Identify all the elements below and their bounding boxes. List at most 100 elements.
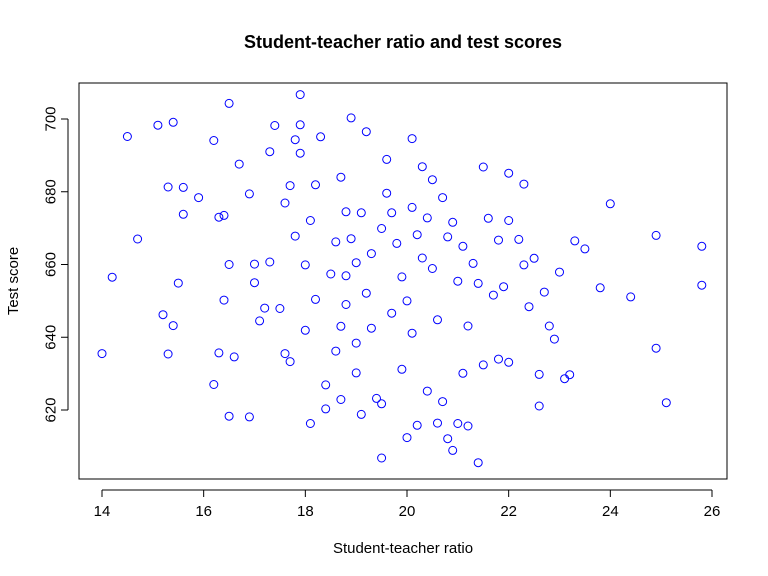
data-point xyxy=(153,120,163,130)
data-point xyxy=(229,352,239,362)
data-point xyxy=(168,321,178,331)
data-point xyxy=(290,231,300,241)
data-point xyxy=(295,148,305,158)
x-tick-label: 20 xyxy=(399,503,416,520)
data-point xyxy=(504,216,514,225)
data-point xyxy=(97,349,107,359)
data-point xyxy=(534,401,544,411)
data-point xyxy=(544,321,554,331)
data-point xyxy=(224,411,234,421)
data-point xyxy=(219,210,229,220)
data-point xyxy=(341,271,351,281)
data-point xyxy=(107,272,117,282)
data-point xyxy=(275,304,285,313)
data-point xyxy=(351,368,361,378)
data-point xyxy=(214,348,224,358)
data-point xyxy=(336,172,346,182)
data-point xyxy=(285,357,295,367)
chart-title: Student-teacher ratio and test scores xyxy=(244,32,562,52)
data-point xyxy=(427,264,437,273)
data-point xyxy=(438,193,448,203)
data-point xyxy=(321,404,331,414)
data-point xyxy=(478,162,488,172)
data-point xyxy=(300,325,310,335)
data-point xyxy=(311,294,320,304)
plot-area xyxy=(78,82,728,480)
data-point xyxy=(311,180,320,190)
data-point xyxy=(519,260,529,270)
data-point xyxy=(458,241,468,251)
y-tick-label: 680 xyxy=(43,179,60,204)
data-point xyxy=(361,127,371,137)
y-axis-label: Test score xyxy=(5,247,22,315)
data-point xyxy=(438,397,448,407)
data-point xyxy=(351,338,361,348)
data-point xyxy=(549,334,559,344)
data-point xyxy=(122,132,132,141)
data-point xyxy=(463,321,473,331)
data-point xyxy=(214,212,224,222)
data-point xyxy=(224,260,234,269)
x-axis: 14 16 18 20 22 24 26 xyxy=(94,489,720,520)
data-point xyxy=(555,267,564,277)
data-point xyxy=(402,433,412,443)
data-point xyxy=(295,120,305,130)
data-point xyxy=(173,278,183,288)
data-point xyxy=(387,308,397,318)
data-point xyxy=(443,434,453,444)
data-point xyxy=(392,238,402,248)
data-point xyxy=(219,295,229,305)
data-point xyxy=(422,386,432,396)
data-point xyxy=(494,235,503,245)
data-point xyxy=(417,253,427,263)
data-point xyxy=(305,419,315,428)
data-point xyxy=(407,202,417,212)
data-point xyxy=(290,135,300,145)
data-point xyxy=(270,121,280,130)
data-point xyxy=(316,132,326,142)
data-point xyxy=(458,368,468,378)
data-point xyxy=(194,193,204,203)
data-point xyxy=(260,303,270,313)
data-point xyxy=(417,162,427,172)
data-point xyxy=(356,409,366,419)
data-point xyxy=(427,175,437,185)
data-point xyxy=(453,419,463,428)
data-point xyxy=(178,209,188,219)
data-point xyxy=(651,230,661,240)
data-point xyxy=(265,257,275,267)
x-tick-label: 18 xyxy=(297,503,314,520)
data-point xyxy=(534,369,544,379)
x-tick-label: 24 xyxy=(602,503,619,520)
data-point xyxy=(661,398,671,408)
data-point xyxy=(305,216,315,225)
x-tick-label: 16 xyxy=(195,503,212,520)
data-point xyxy=(382,188,392,198)
data-point xyxy=(473,458,483,468)
data-point xyxy=(524,302,534,312)
data-point xyxy=(377,399,387,409)
data-point xyxy=(158,310,168,320)
data-point xyxy=(244,189,254,199)
data-point xyxy=(397,272,407,282)
data-point xyxy=(407,134,417,144)
data-point xyxy=(341,300,351,309)
data-point xyxy=(178,182,188,192)
data-point xyxy=(504,357,514,367)
data-point xyxy=(336,395,346,404)
data-point xyxy=(133,234,143,244)
data-point xyxy=(341,207,351,217)
x-tick-label: 22 xyxy=(500,503,517,520)
data-point xyxy=(331,237,341,247)
data-point xyxy=(494,354,503,364)
data-point xyxy=(295,90,305,100)
data-point xyxy=(351,258,361,268)
x-axis-label: Student-teacher ratio xyxy=(333,540,473,557)
data-point xyxy=(488,290,498,300)
data-point xyxy=(209,380,219,389)
data-point xyxy=(382,154,392,164)
data-point xyxy=(529,253,539,263)
x-tick-label: 14 xyxy=(94,503,111,520)
data-point xyxy=(448,217,458,227)
